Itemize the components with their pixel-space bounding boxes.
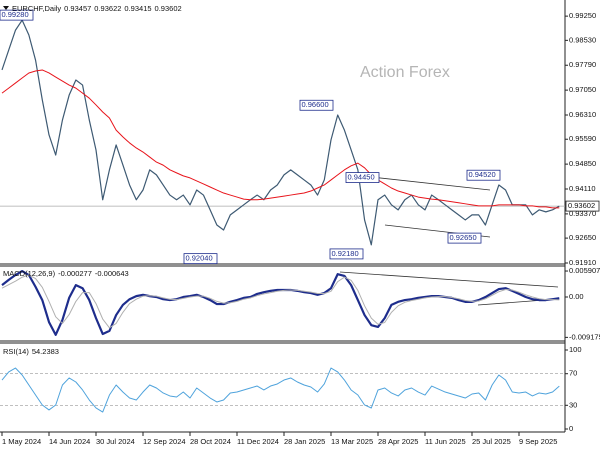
- x-tick-label: 28 Apr 2025: [378, 437, 418, 446]
- price-annotation-box: [345, 172, 380, 183]
- x-tick-label: 28 Oct 2024: [190, 437, 231, 446]
- header-field: MACD(12,26,9): [3, 269, 56, 278]
- header-field: -0.000643: [95, 269, 129, 278]
- price-annotation-label: 0.94520: [469, 170, 496, 179]
- y-tick-label: 0.92650: [569, 233, 596, 242]
- price-annotation-box: [329, 248, 364, 260]
- header-field: RSI(14): [3, 347, 29, 356]
- price-annotation-label: 0.92180: [332, 249, 359, 258]
- y-tick-label: 0.97790: [569, 60, 596, 69]
- x-tick-label: 11 Dec 2024: [237, 437, 279, 446]
- header-field: -0.000277: [58, 269, 92, 278]
- header-field: 0.93415: [124, 4, 151, 13]
- y-tick-label: 0: [569, 424, 573, 433]
- price-annotation-box: [183, 253, 218, 265]
- price-annotation-label: 0.92040: [186, 254, 213, 263]
- y-tick-label: 0.96310: [569, 110, 596, 119]
- price-annotation-box: [0, 9, 34, 21]
- current-price-tag: [565, 200, 600, 212]
- y-tick-label: 0.94850: [569, 159, 596, 168]
- y-tick-label: 0.99250: [569, 11, 596, 20]
- price-annotation-label: 0.92650: [450, 233, 477, 242]
- y-tick-label: 0.94110: [569, 184, 596, 193]
- x-tick-label: 11 Jun 2025: [425, 437, 466, 446]
- header-field: 0.93622: [94, 4, 121, 13]
- panel-header: EURCHF,Daily 0.93457 0.93622 0.93415 0.93602: [12, 4, 182, 13]
- series-line: [1, 69, 560, 209]
- y-tick-label: 0.00: [569, 292, 584, 301]
- header-field: 54.2383: [32, 347, 59, 356]
- x-tick-label: 13 Mar 2025: [331, 437, 373, 446]
- x-tick-label: 14 Jun 2024: [49, 437, 90, 446]
- price-annotation-label: 0.94450: [348, 173, 375, 182]
- trend-line: [339, 271, 559, 288]
- header-field: 0.93457: [64, 4, 91, 13]
- y-tick-label: 0.91910: [569, 258, 596, 267]
- price-annotation-label: 0.99280: [2, 10, 29, 19]
- y-tick-label: 0.005907: [569, 266, 600, 275]
- y-tick-label: 0.97050: [569, 85, 596, 94]
- header-field: 0.93602: [155, 4, 182, 13]
- x-tick-label: 12 Sep 2024: [143, 437, 186, 446]
- current-price-label: 0.93602: [568, 201, 595, 210]
- x-tick-label: 9 Sep 2025: [519, 437, 557, 446]
- header-field: EURCHF,Daily: [12, 4, 61, 13]
- x-tick-label: 1 May 2024: [2, 437, 41, 446]
- trend-line: [361, 175, 491, 191]
- price-annotation-label: 0.96600: [302, 100, 329, 109]
- y-tick-label: 30: [569, 400, 577, 409]
- price-annotation-box: [466, 169, 501, 181]
- series-line: [1, 274, 560, 329]
- watermark: Action Forex: [360, 64, 450, 81]
- y-tick-label: 0.95590: [569, 134, 596, 143]
- price-annotation-box: [299, 99, 334, 111]
- series-line: [1, 367, 560, 413]
- series-line: [1, 19, 560, 246]
- y-tick-label: 100: [569, 345, 582, 354]
- panel-header: RSI(14) 54.2383: [3, 347, 59, 356]
- y-tick-label: 0.93370: [569, 209, 596, 218]
- panel-header: MACD(12,26,9) -0.000277 -0.000643: [3, 269, 129, 278]
- series-line: [1, 269, 560, 336]
- collapse-icon: [3, 6, 9, 10]
- x-tick-label: 25 Jul 2025: [472, 437, 511, 446]
- y-tick-label: 0.98530: [569, 35, 596, 44]
- y-tick-label: 70: [569, 369, 577, 378]
- x-tick-label: 28 Jan 2025: [284, 437, 325, 446]
- x-tick-label: 30 Jul 2024: [96, 437, 135, 446]
- y-tick-label: -0.009175: [569, 332, 600, 341]
- price-annotation-box: [447, 232, 482, 244]
